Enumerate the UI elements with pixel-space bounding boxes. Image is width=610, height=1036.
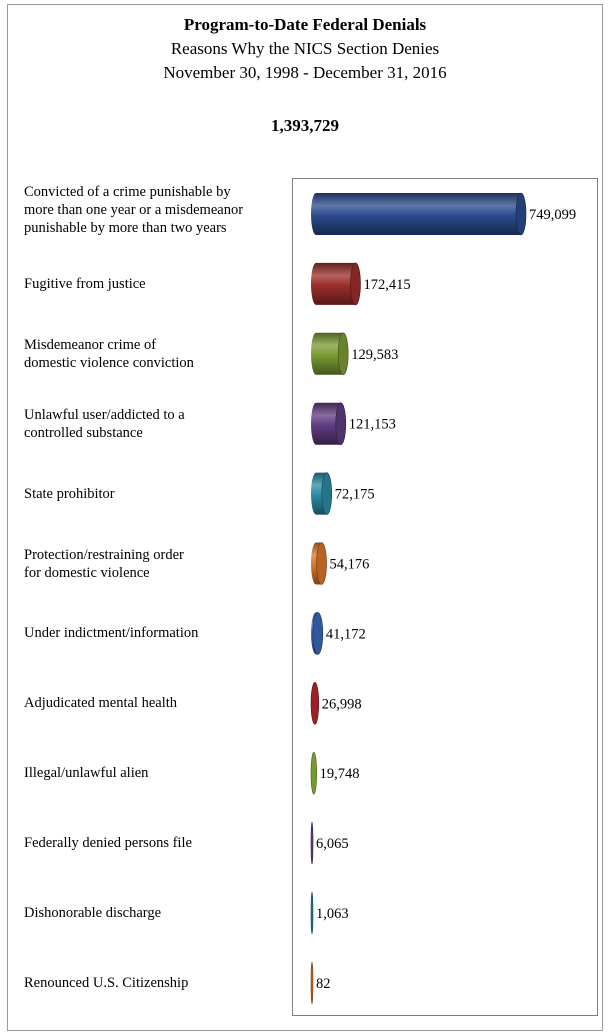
value-label-3: 129,583 — [351, 347, 398, 363]
category-label-7: Under indictment/information — [24, 625, 199, 642]
value-label-8: 26,998 — [322, 696, 362, 712]
chart-title: Program-to-Date Federal Denials — [183, 15, 427, 34]
chart-subtitle: Reasons Why the NICS Section Denies — [170, 39, 440, 58]
bar-6 — [311, 542, 327, 585]
bar-cap — [321, 472, 333, 515]
value-label-9: 19,748 — [320, 766, 360, 782]
date-range: November 30, 1998 - December 31, 2016 — [163, 63, 447, 82]
bar-cap — [312, 612, 324, 655]
category-label-9: Illegal/unlawful alien — [24, 765, 149, 782]
bar-8 — [310, 681, 320, 725]
bar-cap — [335, 402, 347, 446]
bar-11 — [310, 891, 314, 935]
bar-2 — [311, 262, 361, 306]
value-label-12: 82 — [316, 976, 331, 992]
bar-cap — [310, 961, 314, 1005]
value-label-2: 172,415 — [363, 277, 410, 293]
bar-cap — [310, 821, 314, 865]
bar-9 — [310, 751, 317, 795]
bar-cap — [337, 332, 349, 376]
total-denials: 1,393,729 — [271, 116, 339, 135]
category-label-2: Fugitive from justice — [24, 275, 146, 292]
value-label-6: 54,176 — [330, 557, 370, 573]
value-label-1: 749,099 — [529, 207, 576, 223]
bar-cap — [515, 192, 527, 236]
value-label-7: 41,172 — [326, 626, 366, 642]
bar-12 — [310, 961, 314, 1005]
category-label-11: Dishonorable discharge — [24, 905, 162, 921]
category-label-10: Federally denied persons file — [24, 835, 192, 852]
bar-7 — [311, 612, 324, 655]
category-label-1: Convicted of a crime punishable by more … — [24, 184, 244, 236]
value-label-4: 121,153 — [349, 417, 396, 433]
value-label-11: 1,063 — [316, 906, 349, 922]
category-label-5: State prohibitor — [24, 485, 115, 502]
bar-3 — [311, 332, 349, 376]
category-label-6: Protection/restraining order for domesti… — [24, 546, 184, 581]
bar-10 — [310, 821, 314, 865]
category-label-3: Misdemeanor crime of domestic violence c… — [24, 336, 194, 371]
plot-area — [292, 178, 598, 1016]
bar-1 — [311, 192, 527, 236]
bar-4 — [311, 402, 347, 446]
bar-cap — [350, 262, 361, 306]
bar-body — [311, 262, 361, 305]
bar-cap — [310, 891, 314, 935]
bar-cap — [310, 681, 320, 725]
bar-cap — [316, 542, 327, 585]
bar-body — [311, 193, 526, 235]
bar-cap — [310, 751, 317, 795]
chart-frame — [7, 4, 603, 1031]
value-label-10: 6,065 — [316, 836, 349, 852]
bar-5 — [311, 472, 333, 515]
category-label-4: Unlawful user/addicted to a controlled s… — [24, 406, 185, 441]
category-label-12: Renounced U.S. Citizenship — [24, 974, 189, 991]
category-label-8: Adjudicated mental health — [24, 695, 178, 712]
value-label-5: 72,175 — [335, 487, 375, 503]
